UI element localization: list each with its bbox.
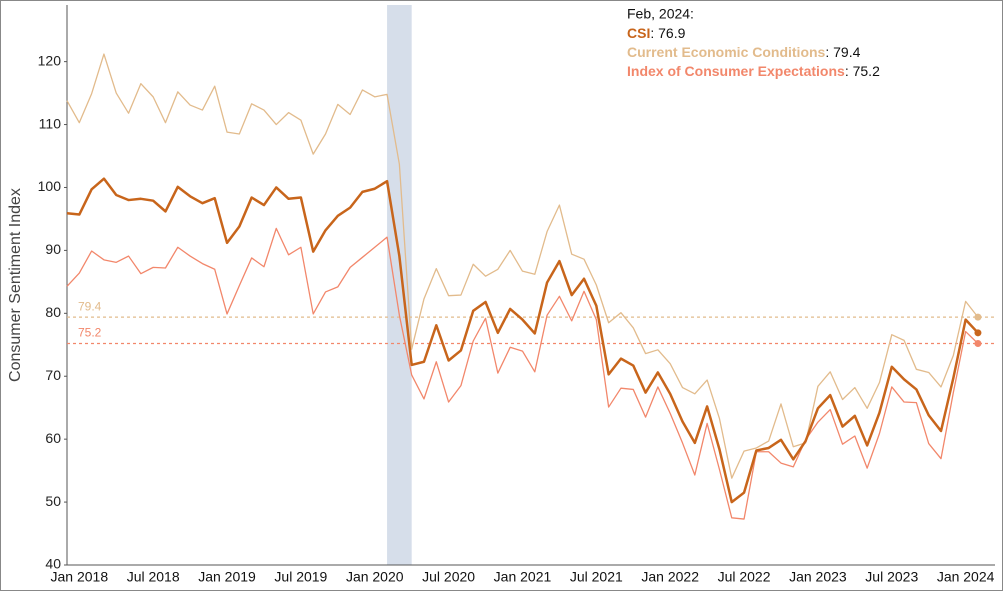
y-axis-label: Consumer Sentiment Index bbox=[7, 188, 24, 382]
end-point bbox=[974, 313, 982, 321]
annotation-value: 79.4 bbox=[833, 44, 860, 60]
end-point bbox=[974, 340, 982, 348]
x-tick-label: Jul 2021 bbox=[570, 569, 623, 585]
annotation-separator: : bbox=[845, 63, 853, 79]
x-tick-label: Jul 2022 bbox=[718, 569, 771, 585]
x-tick-label: Jul 2019 bbox=[274, 569, 327, 585]
reference-label: 79.4 bbox=[78, 299, 102, 313]
annotation-separator: : bbox=[825, 44, 833, 60]
y-tick-label: 120 bbox=[38, 52, 62, 68]
y-tick-label: 50 bbox=[45, 493, 61, 509]
annotation-entry: Index of Consumer Expectations: 75.2 bbox=[627, 63, 880, 79]
x-tick-label: Jan 2020 bbox=[346, 569, 404, 585]
x-tick-label: Jan 2018 bbox=[51, 569, 109, 585]
x-tick-label: Jan 2021 bbox=[494, 569, 552, 585]
x-tick-label: Jul 2018 bbox=[127, 569, 180, 585]
y-tick-label: 70 bbox=[45, 367, 61, 383]
annotation-value: 75.2 bbox=[853, 63, 880, 79]
annotation-title: Feb, 2024: bbox=[627, 6, 694, 22]
series-line bbox=[66, 177, 979, 504]
x-tick-label: Jan 2023 bbox=[789, 569, 847, 585]
y-tick-label: 110 bbox=[39, 115, 62, 131]
x-tick-label: Jul 2023 bbox=[865, 569, 918, 585]
annotation-name: CSI bbox=[627, 25, 650, 41]
series-line bbox=[66, 227, 979, 520]
x-tick-label: Jul 2020 bbox=[422, 569, 475, 585]
annotation-name: Current Economic Conditions bbox=[627, 44, 826, 60]
end-point bbox=[974, 329, 982, 337]
annotation-entry: CSI: 76.9 bbox=[627, 25, 686, 41]
x-tick-label: Jan 2019 bbox=[198, 569, 256, 585]
y-tick-label: 100 bbox=[38, 178, 62, 194]
annotation-entry: Current Economic Conditions: 79.4 bbox=[627, 44, 861, 60]
y-tick-label: 40 bbox=[45, 556, 61, 572]
y-tick-label: 90 bbox=[45, 241, 61, 257]
y-tick-label: 80 bbox=[45, 304, 61, 320]
annotation-separator: : bbox=[650, 25, 658, 41]
annotation-name: Index of Consumer Expectations bbox=[627, 63, 845, 79]
series-line bbox=[66, 53, 979, 479]
x-tick-label: Jan 2022 bbox=[641, 569, 699, 585]
x-tick-label: Jan 2024 bbox=[937, 569, 995, 585]
annotation-value: 76.9 bbox=[658, 25, 685, 41]
reference-label: 75.2 bbox=[78, 326, 102, 340]
y-tick-label: 60 bbox=[45, 430, 61, 446]
